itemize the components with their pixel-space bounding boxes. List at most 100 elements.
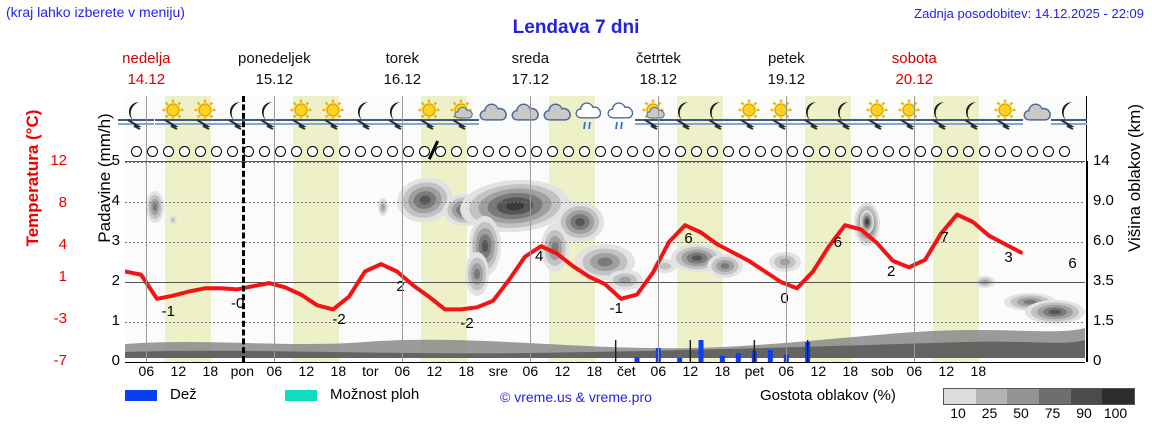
precip-tick-3: 2 (111, 272, 120, 289)
wind-barb-icon (891, 116, 927, 132)
precip-bar (735, 353, 741, 362)
temp-label-12: 3 (1004, 248, 1013, 266)
day-gridline-6 (786, 162, 788, 362)
rain-drops-icon (614, 117, 626, 130)
hour-dot (1010, 146, 1022, 157)
x-tick-19: pet (744, 363, 765, 379)
moon-icon (835, 101, 853, 123)
hour-dot (642, 146, 654, 157)
hour-dot (866, 146, 878, 157)
wind-barb-icon (731, 116, 767, 132)
current-time-marker-iconband (242, 96, 246, 161)
hour-dot (1058, 146, 1070, 157)
weather-icon-moon (379, 98, 415, 132)
hour-dot (482, 146, 494, 157)
weather-icon-moon (347, 98, 383, 132)
cloud-tick-1: 9.0 (1093, 192, 1114, 209)
temp-label-3: 2 (396, 278, 405, 296)
wind-barb-icon (859, 116, 895, 132)
x-tick-14: 18 (586, 363, 603, 379)
current-time-marker (242, 162, 246, 362)
cloud-density-step-1 (975, 389, 1008, 404)
hour-dot (722, 146, 734, 157)
hour-dot (882, 146, 894, 157)
location-menu-note: (kraj lahko izberete v meniju) (6, 4, 185, 20)
x-tick-25: 12 (938, 363, 955, 379)
hour-dot (450, 146, 462, 157)
cloud-density-tick-3: 75 (1044, 405, 1061, 421)
weather-icon-moon (219, 98, 255, 132)
wind-barb-icon (763, 116, 799, 132)
hour-dot (706, 146, 718, 157)
day-name: nedelja (122, 50, 171, 67)
day-name: petek (767, 50, 805, 67)
sun-icon (418, 99, 440, 121)
hour-dot (850, 146, 862, 157)
temp-label-2: -2 (332, 311, 346, 329)
wind-barb-icon (987, 116, 1023, 132)
cloud-density-ticks: 10 25 50 75 90 100 (935, 405, 1145, 423)
hour-dot (210, 146, 222, 157)
cloud-blob (865, 220, 869, 224)
hour-dot (690, 146, 702, 157)
wind-barb-icon (699, 116, 735, 132)
graph-daylight-band-6 (933, 162, 980, 362)
cloud-blob (659, 262, 671, 270)
wind-barb-icon (795, 116, 831, 132)
cloud-icon (543, 102, 572, 121)
weather-icon-cloud-rain (606, 98, 636, 132)
wind-barb-icon (283, 116, 319, 132)
cloud-blob (474, 268, 480, 280)
day-gridline-1 (146, 96, 148, 161)
precipitation-axis-title: Padavine (mm/h) (95, 113, 114, 243)
hour-dot (514, 146, 526, 157)
x-tick-2: 18 (202, 363, 219, 379)
moon-icon (963, 101, 981, 123)
day-header-5: petek 19.12 (726, 48, 846, 90)
hour-dot (226, 146, 238, 157)
day-header-0: nedelja 14.12 (86, 48, 206, 90)
hour-dot (786, 146, 798, 157)
precip-trace-tick (806, 340, 809, 362)
hour-dot (418, 146, 430, 157)
cloud-icon (1023, 102, 1052, 121)
x-tick-1: 12 (170, 363, 187, 379)
temp-label-13: 6 (1068, 254, 1077, 272)
wind-barb-icon (827, 116, 863, 132)
x-tick-23: sob (871, 363, 894, 379)
time-axis-labels: 06 12 18 pon 06 12 18 tor 06 12 18 sre 06 12 18 čet 06 12… (125, 363, 1085, 383)
weather-icon-moon (1051, 98, 1087, 132)
wind-barb-icon (187, 116, 223, 132)
day-header-3: sreda 17.12 (470, 48, 590, 90)
weather-icon-sun (987, 98, 1023, 132)
copyright-link[interactable]: © vreme.us & vreme.pro (500, 389, 652, 405)
temperature-axis-title: Temperatura (°C) (23, 109, 42, 247)
hour-dot (386, 146, 398, 157)
hour-dot (818, 146, 830, 157)
cloud-blob (597, 257, 613, 267)
rain-swatch (125, 390, 157, 401)
hour-dot (306, 146, 318, 157)
temp-label-0: -1 (161, 302, 175, 320)
hour-dot (930, 146, 942, 157)
hour-dot (834, 146, 846, 157)
wind-barb-icon (347, 116, 383, 132)
x-tick-26: 18 (970, 363, 987, 379)
cloud-icon (511, 102, 540, 121)
day-date: 20.12 (895, 71, 934, 88)
weather-icon-sun (315, 98, 351, 132)
moon-icon (931, 101, 949, 123)
hour-dot (946, 146, 958, 157)
weather-icon-sun-cloud (443, 98, 479, 132)
temp-label-1: -0 (231, 295, 245, 313)
cloud-tick-3: 3.5 (1093, 272, 1114, 289)
hour-dot (578, 146, 590, 157)
hour-dot (434, 146, 446, 157)
cloud-icon (454, 106, 474, 119)
hour-dot (466, 146, 478, 157)
day-name: sobota (891, 50, 937, 67)
sun-icon (866, 99, 888, 121)
precip-tick-4: 1 (111, 312, 120, 329)
moon-icon (803, 101, 821, 123)
hour-dot (978, 146, 990, 157)
